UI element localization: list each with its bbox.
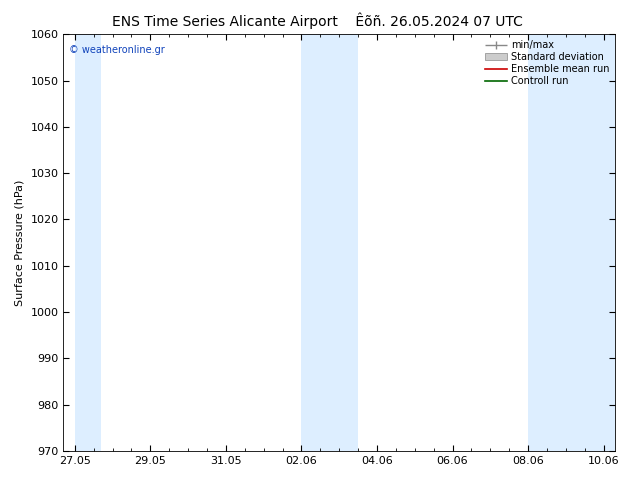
Bar	[301, 34, 358, 451]
Bar	[528, 34, 615, 451]
Bar	[75, 34, 101, 451]
Text: © weatheronline.gr: © weatheronline.gr	[69, 45, 165, 55]
Y-axis label: Surface Pressure (hPa): Surface Pressure (hPa)	[15, 179, 25, 306]
Legend: min/max, Standard deviation, Ensemble mean run, Controll run: min/max, Standard deviation, Ensemble me…	[481, 36, 613, 90]
Text: ENS Time Series Alicante Airport    Êõñ. 26.05.2024 07 UTC: ENS Time Series Alicante Airport Êõñ. 26…	[112, 12, 522, 29]
